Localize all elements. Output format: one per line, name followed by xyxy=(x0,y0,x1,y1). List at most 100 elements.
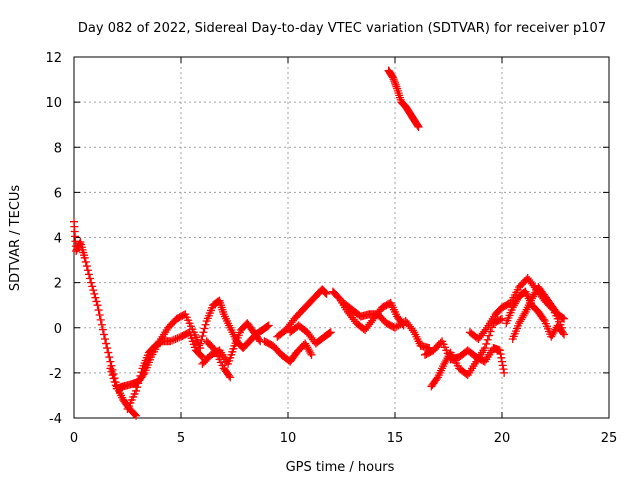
data-point xyxy=(498,361,507,370)
data-point xyxy=(321,288,330,297)
series-track-late-e xyxy=(508,283,569,344)
y-tick-label: 4 xyxy=(54,232,62,247)
data-point xyxy=(103,344,112,353)
data-point xyxy=(389,75,398,84)
data-point xyxy=(95,310,104,319)
data-point xyxy=(132,411,141,420)
data-point xyxy=(391,80,400,89)
y-tick-label: 8 xyxy=(54,141,62,156)
data-point xyxy=(169,335,178,344)
data-point xyxy=(197,335,206,344)
data-point xyxy=(539,315,548,324)
data-point xyxy=(307,350,316,359)
y-tick-label: -4 xyxy=(49,412,62,427)
x-tick-label: 15 xyxy=(387,431,404,446)
data-point xyxy=(499,365,508,374)
data-point xyxy=(306,348,315,357)
data-point xyxy=(321,289,330,298)
data-point xyxy=(84,270,93,279)
data-markers xyxy=(70,66,569,420)
data-point xyxy=(171,335,180,344)
data-point xyxy=(173,334,182,343)
y-tick-label: 12 xyxy=(45,51,62,66)
data-point xyxy=(109,374,118,383)
series-track-mid-d xyxy=(273,285,331,341)
series-track-late-d xyxy=(502,287,569,341)
data-point xyxy=(496,315,505,324)
data-point xyxy=(201,320,210,329)
data-point xyxy=(520,309,529,318)
data-point xyxy=(133,383,142,392)
grid-lines xyxy=(74,57,609,418)
data-point xyxy=(92,297,101,306)
data-point xyxy=(560,330,569,339)
data-point xyxy=(101,335,110,344)
data-point xyxy=(94,306,103,315)
series-track-mid-f xyxy=(286,321,335,348)
data-point xyxy=(81,257,90,266)
data-point xyxy=(134,379,143,388)
series-track-mid-c xyxy=(202,337,235,382)
axis-ticks: 0 5 10 15 20 25 -4 -2 0 2 4 6 8 10 12 xyxy=(45,51,617,446)
data-point xyxy=(390,77,399,86)
data-point xyxy=(196,339,205,348)
data-point xyxy=(414,122,423,131)
y-tick-label: 2 xyxy=(54,277,62,292)
data-point xyxy=(413,121,422,130)
data-point xyxy=(90,289,99,298)
data-point xyxy=(500,368,509,377)
data-point xyxy=(130,410,139,419)
data-point xyxy=(87,278,96,287)
series-track-rebound-a xyxy=(106,310,205,393)
data-point xyxy=(325,329,334,338)
data-point xyxy=(106,357,115,366)
data-point xyxy=(408,326,417,335)
data-point xyxy=(483,335,492,344)
data-point xyxy=(200,324,209,333)
data-point xyxy=(496,350,505,359)
y-axis-label: SDTVAR / TECUs xyxy=(8,185,23,292)
data-point xyxy=(482,339,491,348)
data-point xyxy=(497,353,506,362)
data-point xyxy=(168,336,177,345)
data-point xyxy=(99,330,108,339)
data-point xyxy=(137,368,146,377)
data-point xyxy=(110,377,119,386)
x-tick-label: 5 xyxy=(177,431,185,446)
data-point xyxy=(495,346,504,355)
data-point xyxy=(199,328,208,337)
chart-title: Day 082 of 2022, Sidereal Day-to-day VTE… xyxy=(78,21,606,36)
data-point xyxy=(498,357,506,366)
data-point xyxy=(392,82,401,91)
data-point xyxy=(83,266,92,275)
y-tick-label: 10 xyxy=(45,96,62,111)
data-point xyxy=(97,320,106,329)
data-point xyxy=(135,375,144,384)
series-track-high xyxy=(384,66,423,131)
data-point xyxy=(225,371,234,380)
data-point xyxy=(98,325,107,334)
y-tick-label: 6 xyxy=(54,186,62,201)
data-point xyxy=(209,344,218,353)
data-point xyxy=(322,289,331,298)
x-tick-label: 25 xyxy=(601,431,618,446)
series-track-mid-b xyxy=(198,319,265,368)
data-point xyxy=(136,371,145,380)
data-point xyxy=(166,337,175,346)
data-point xyxy=(86,274,95,283)
data-point xyxy=(391,78,399,87)
data-point xyxy=(481,325,490,334)
data-point xyxy=(255,335,264,344)
x-tick-label: 20 xyxy=(494,431,511,446)
data-point xyxy=(326,328,335,337)
data-point xyxy=(91,293,100,302)
data-point xyxy=(89,286,98,295)
data-point xyxy=(108,371,117,380)
x-axis-label: GPS time / hours xyxy=(286,460,395,475)
data-point xyxy=(558,313,567,322)
data-point xyxy=(263,322,272,331)
data-point xyxy=(388,73,397,82)
data-point xyxy=(264,321,273,330)
series-track-early-descent xyxy=(70,217,141,420)
